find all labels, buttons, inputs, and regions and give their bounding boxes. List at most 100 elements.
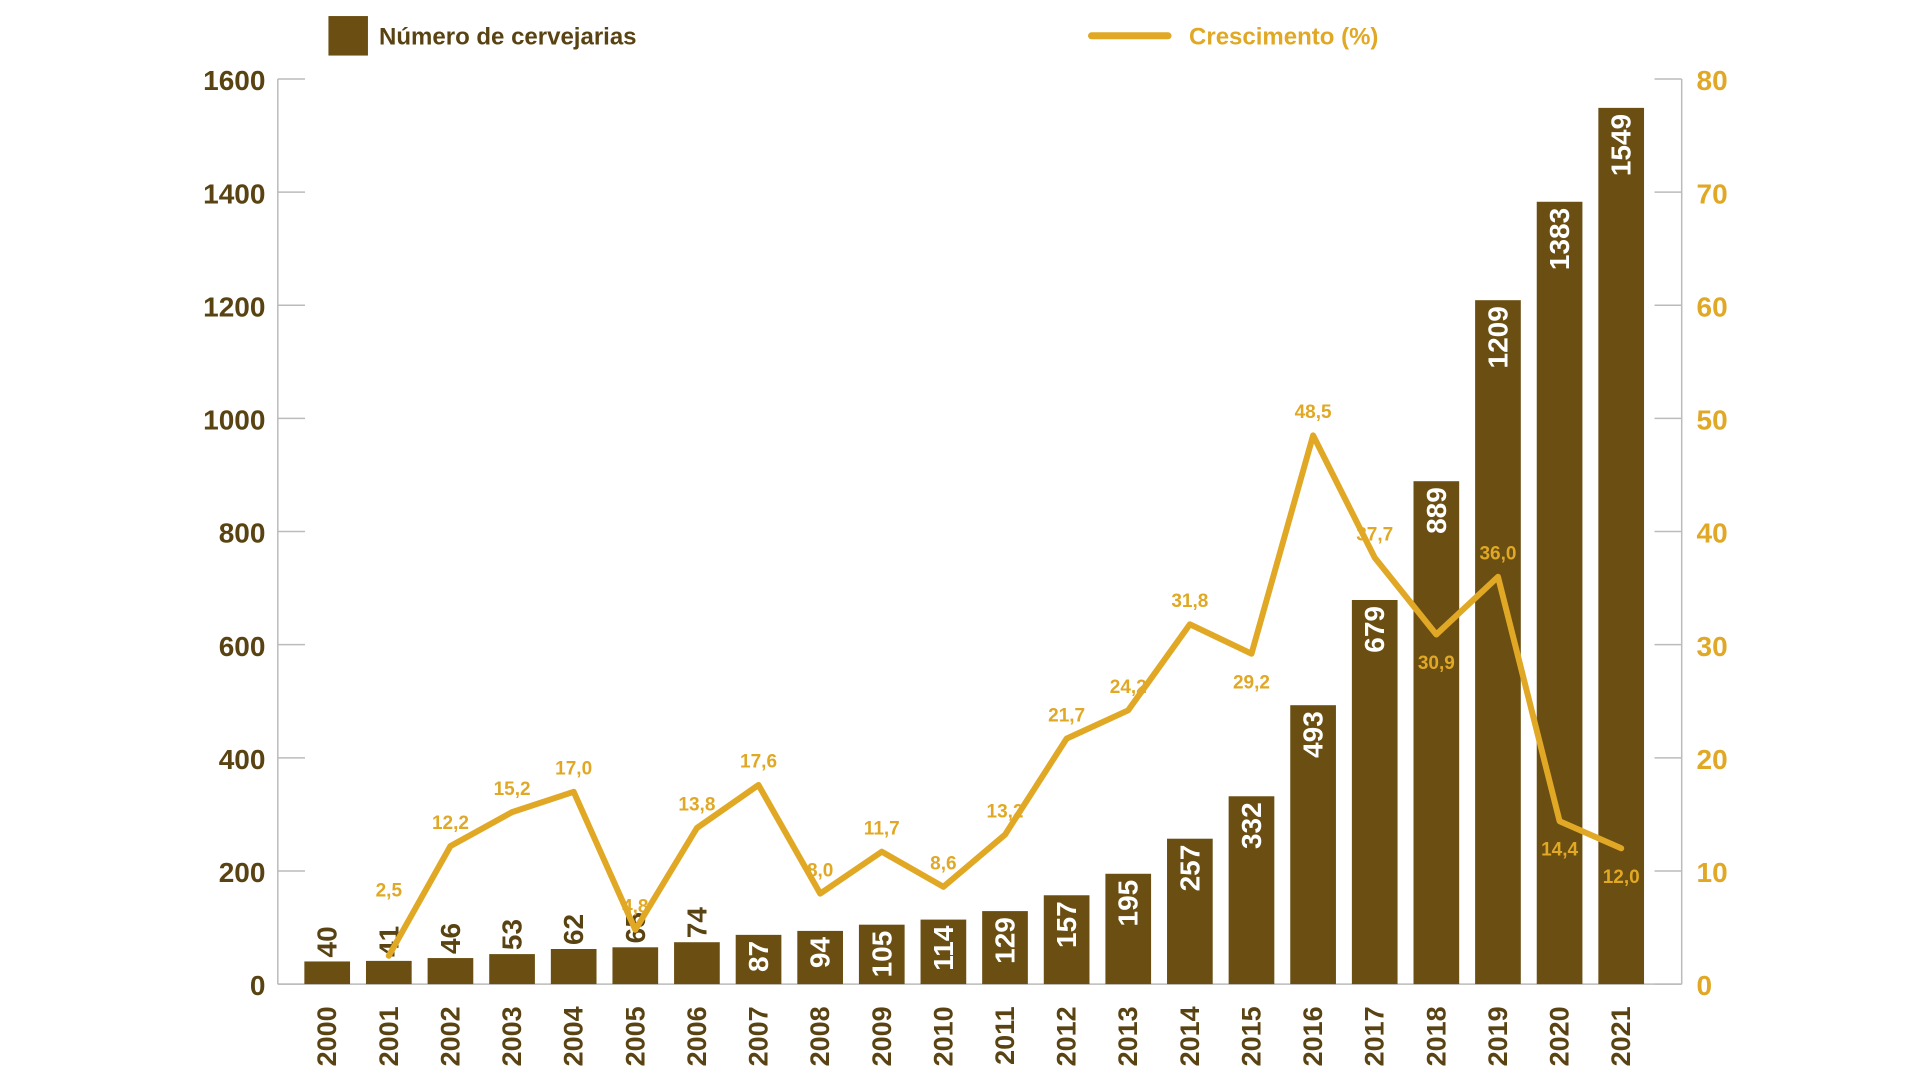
growth-value-label: 12,0 xyxy=(1603,867,1640,888)
bar-2011 xyxy=(982,911,1028,985)
bar-2007 xyxy=(735,934,782,985)
x-tick-label: 2013 xyxy=(1113,1006,1143,1066)
bar-2013 xyxy=(1105,873,1152,985)
bar-value-label: 257 xyxy=(1174,845,1205,892)
growth-value-label: 12,2 xyxy=(432,813,469,834)
x-tick-label: 2014 xyxy=(1175,1006,1205,1066)
x-tick-label: 2005 xyxy=(620,1006,650,1066)
left-tick-label: 0 xyxy=(250,970,266,1001)
bar-value-label: 114 xyxy=(928,925,959,971)
growth-value-label: 14,4 xyxy=(1541,840,1578,861)
growth-value-label: 13,2 xyxy=(987,801,1024,822)
x-tick-label: 2016 xyxy=(1298,1006,1328,1066)
bar-2016 xyxy=(1290,705,1336,985)
bar-value-label: 1209 xyxy=(1482,306,1513,368)
bar-value-label: 129 xyxy=(990,917,1021,964)
bar-value-label: 40 xyxy=(312,926,343,957)
bar-value-label: 62 xyxy=(558,914,589,945)
bar-2000 xyxy=(304,961,351,985)
bar-2015 xyxy=(1228,796,1275,985)
bar-2004 xyxy=(550,949,597,985)
x-tick-label: 2009 xyxy=(867,1006,897,1066)
left-tick-label: 200 xyxy=(219,857,266,888)
right-tick-label: 10 xyxy=(1697,857,1728,888)
left-tick-label: 1200 xyxy=(203,291,265,322)
left-tick-label: 1400 xyxy=(203,178,265,209)
bar-value-label: 493 xyxy=(1298,711,1329,758)
left-tick-label: 1600 xyxy=(203,65,265,96)
x-tick-label: 2001 xyxy=(374,1006,404,1066)
bar-2014 xyxy=(1167,838,1213,985)
growth-value-label: 4,8 xyxy=(622,896,648,917)
bar-value-label: 889 xyxy=(1421,487,1452,534)
x-tick-label: 2012 xyxy=(1052,1006,1082,1066)
left-tick-label: 1000 xyxy=(203,405,265,436)
left-tick-label: 600 xyxy=(219,631,266,662)
growth-value-label: 17,0 xyxy=(555,758,592,779)
bar-2008 xyxy=(797,930,843,985)
x-tick-label: 2002 xyxy=(435,1006,465,1066)
bar-value-label: 46 xyxy=(435,923,466,954)
growth-value-label: 29,2 xyxy=(1233,672,1270,693)
x-tick-label: 2020 xyxy=(1545,1006,1575,1066)
x-tick-label: 2000 xyxy=(312,1006,342,1066)
bar-2021 xyxy=(1598,107,1645,985)
growth-line-path xyxy=(385,432,1625,959)
growth-value-label: 31,8 xyxy=(1171,591,1208,612)
legend-bar-label: Número de cervejarias xyxy=(379,23,636,50)
growth-value-label: 8,6 xyxy=(930,853,956,874)
x-tick-label: 2004 xyxy=(559,1006,589,1066)
growth-value-label: 24,2 xyxy=(1110,677,1147,698)
bar-2018 xyxy=(1413,481,1460,985)
bar-value-label: 195 xyxy=(1113,880,1144,927)
right-tick-label: 20 xyxy=(1697,744,1728,775)
bar-2003 xyxy=(489,954,535,985)
bar-value-label: 53 xyxy=(497,919,528,950)
growth-value-label: 15,2 xyxy=(494,779,531,800)
bar-2005 xyxy=(612,947,659,985)
growth-line: 2,5 12,2 15,2 17,0 4,8 13,8 17,6 8,0 11,7 8,6 13,2… xyxy=(376,402,1640,959)
growth-value-label: 8,0 xyxy=(807,860,833,881)
growth-value-label: 37,7 xyxy=(1356,524,1393,545)
right-tick-label: 50 xyxy=(1697,405,1728,436)
bar-value-label: 1383 xyxy=(1544,208,1575,270)
growth-value-label: 30,9 xyxy=(1418,653,1455,674)
x-tick-label: 2007 xyxy=(744,1006,774,1066)
bar-value-label: 1549 xyxy=(1606,114,1637,176)
growth-value-label: 2,5 xyxy=(376,881,403,902)
x-tick-label: 2021 xyxy=(1606,1006,1636,1066)
x-tick-label: 2008 xyxy=(805,1006,835,1066)
x-tick-label: 2017 xyxy=(1360,1006,1390,1066)
right-tick-label: 80 xyxy=(1697,65,1728,96)
bar-value-label: 679 xyxy=(1359,606,1390,653)
bar-2010 xyxy=(920,919,967,985)
right-tick-label: 40 xyxy=(1697,518,1728,549)
bar-2002 xyxy=(427,958,474,985)
bar-2006 xyxy=(674,942,720,985)
legend-line-label: Crescimento (%) xyxy=(1189,23,1378,50)
bar-2001 xyxy=(365,960,412,985)
bar-value-label: 94 xyxy=(805,936,836,968)
axes: 0 200 400 600 800 1000 1200 1400 1600 0 10 20 30 40 50… xyxy=(203,65,1728,1001)
x-tick-label: 2019 xyxy=(1483,1006,1513,1066)
bar-2020 xyxy=(1536,201,1583,985)
right-tick-label: 0 xyxy=(1697,970,1713,1001)
x-tick-label: 2010 xyxy=(928,1006,958,1066)
bar-2012 xyxy=(1043,895,1090,985)
growth-value-label: 21,7 xyxy=(1048,705,1085,726)
growth-value-label: 13,8 xyxy=(678,795,715,816)
legend: Número de cervejarias Crescimento (%) xyxy=(328,16,1378,56)
bar-value-label: 157 xyxy=(1051,901,1082,948)
bar-value-label: 105 xyxy=(866,931,897,978)
bar-value-label: 87 xyxy=(743,941,774,972)
right-tick-label: 30 xyxy=(1697,631,1728,662)
right-tick-label: 60 xyxy=(1697,291,1728,322)
legend-bar-swatch xyxy=(328,16,368,56)
growth-value-label: 36,0 xyxy=(1479,544,1516,565)
bar-2017 xyxy=(1351,599,1398,985)
x-tick-label: 2015 xyxy=(1236,1006,1266,1066)
bar-2009 xyxy=(858,924,905,985)
x-axis-labels: 2000 2001 2002 2003 2004 2005 2006 2007 2008 2009… xyxy=(312,1006,1636,1066)
